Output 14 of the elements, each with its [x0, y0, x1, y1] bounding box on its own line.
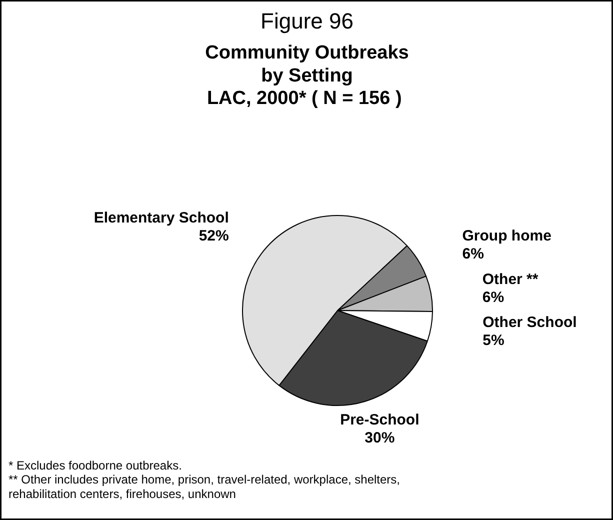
- data-label: 5%: [482, 332, 504, 349]
- text: ** Other includes private home, prison, travel-related, workplace, shelters, rehabilitation centers, firehouses, unknown: [8, 472, 400, 501]
- slice-label: Group home: [462, 227, 552, 244]
- slice-label: Other **: [482, 270, 538, 288]
- data-label: 30%: [364, 429, 395, 446]
- slice-label: Other School: [482, 314, 577, 331]
- chart-title: Figure 96: [260, 8, 354, 34]
- slice-label: Pre-School: [340, 411, 420, 428]
- slice-label: Elementary School: [94, 210, 229, 227]
- data-label: 6%: [482, 288, 504, 306]
- data-label: 52%: [198, 228, 229, 245]
- data-label: 6%: [462, 245, 484, 262]
- chart-subtitle: Community Outbreaks by Setting LAC, 2000* ( N = 156 ): [205, 42, 409, 110]
- text: * Excludes foodborne outbreaks.: [8, 458, 182, 472]
